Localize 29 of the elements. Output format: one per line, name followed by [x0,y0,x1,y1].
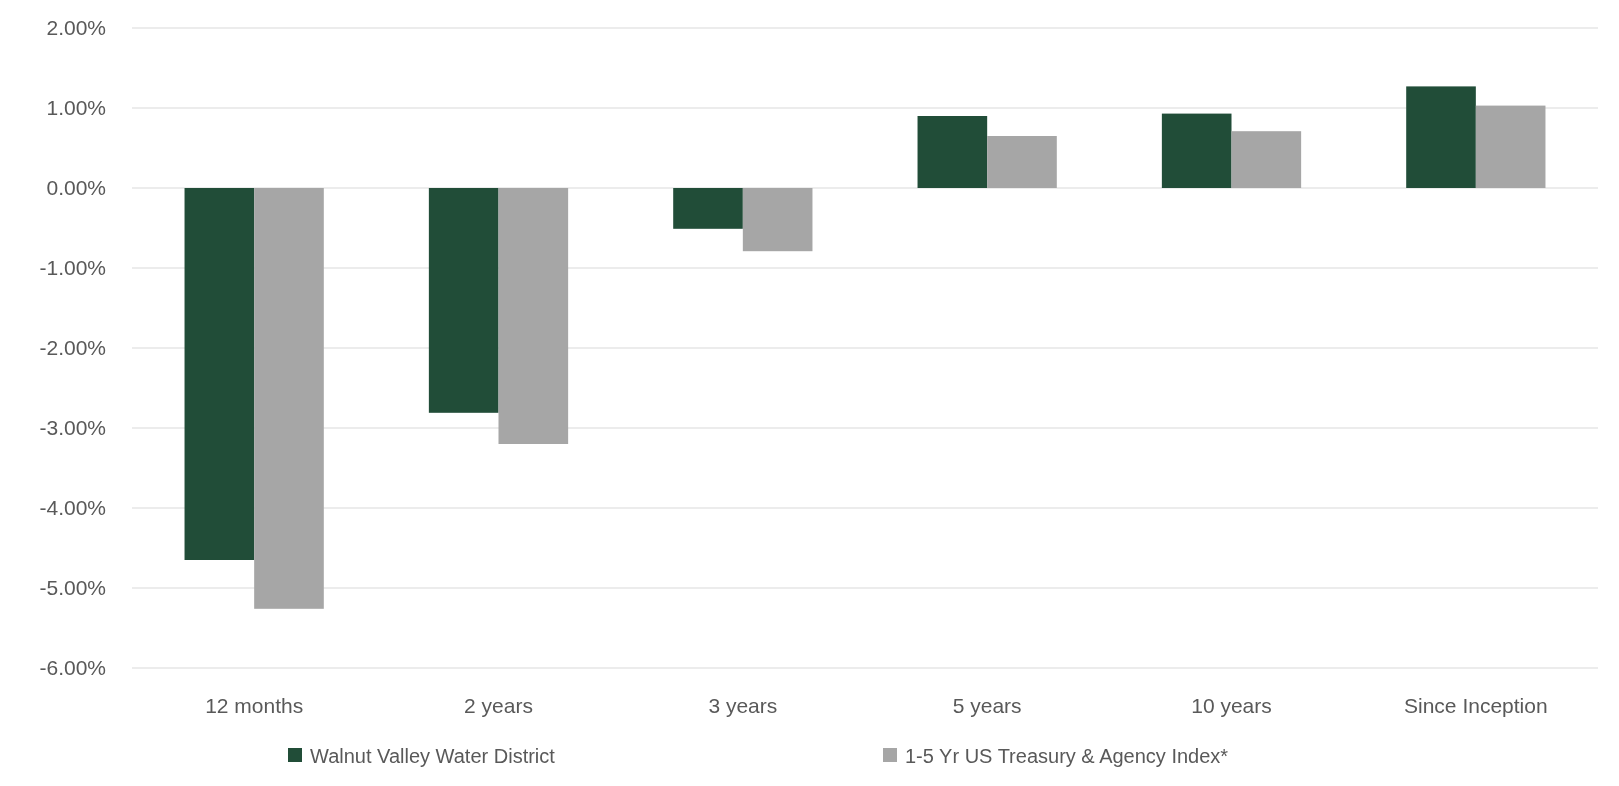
bar [1475,105,1546,188]
legend-label: Walnut Valley Water District [310,745,556,767]
bar [1231,131,1302,188]
bar [917,116,988,188]
legend-label: 1-5 Yr US Treasury & Agency Index* [905,745,1229,767]
y-tick-label: -4.00% [39,496,106,520]
bar [742,188,813,252]
y-tick-label: -6.00% [39,656,106,680]
y-tick-label: 2.00% [46,16,106,40]
x-tick-label: 3 years [708,694,778,717]
bar [987,136,1057,188]
y-tick-label: 0.00% [46,176,106,200]
bar [673,188,743,229]
bar [1161,113,1232,188]
x-tick-label: 12 months [205,694,304,717]
x-tick-label: 10 years [1191,694,1272,717]
x-tick-label: 5 years [952,694,1022,717]
bar [254,188,324,609]
bar [184,188,255,560]
y-tick-label: -2.00% [39,336,106,360]
y-tick-label: 1.00% [46,96,106,120]
x-tick-label: Since Inception [1404,694,1548,717]
bar [1406,86,1476,188]
y-tick-label: -1.00% [39,256,106,280]
x-tick-label: 2 years [464,694,533,717]
bar [498,188,569,444]
y-tick-label: -5.00% [39,576,106,600]
y-tick-label: -3.00% [39,416,106,440]
bar [428,188,499,413]
